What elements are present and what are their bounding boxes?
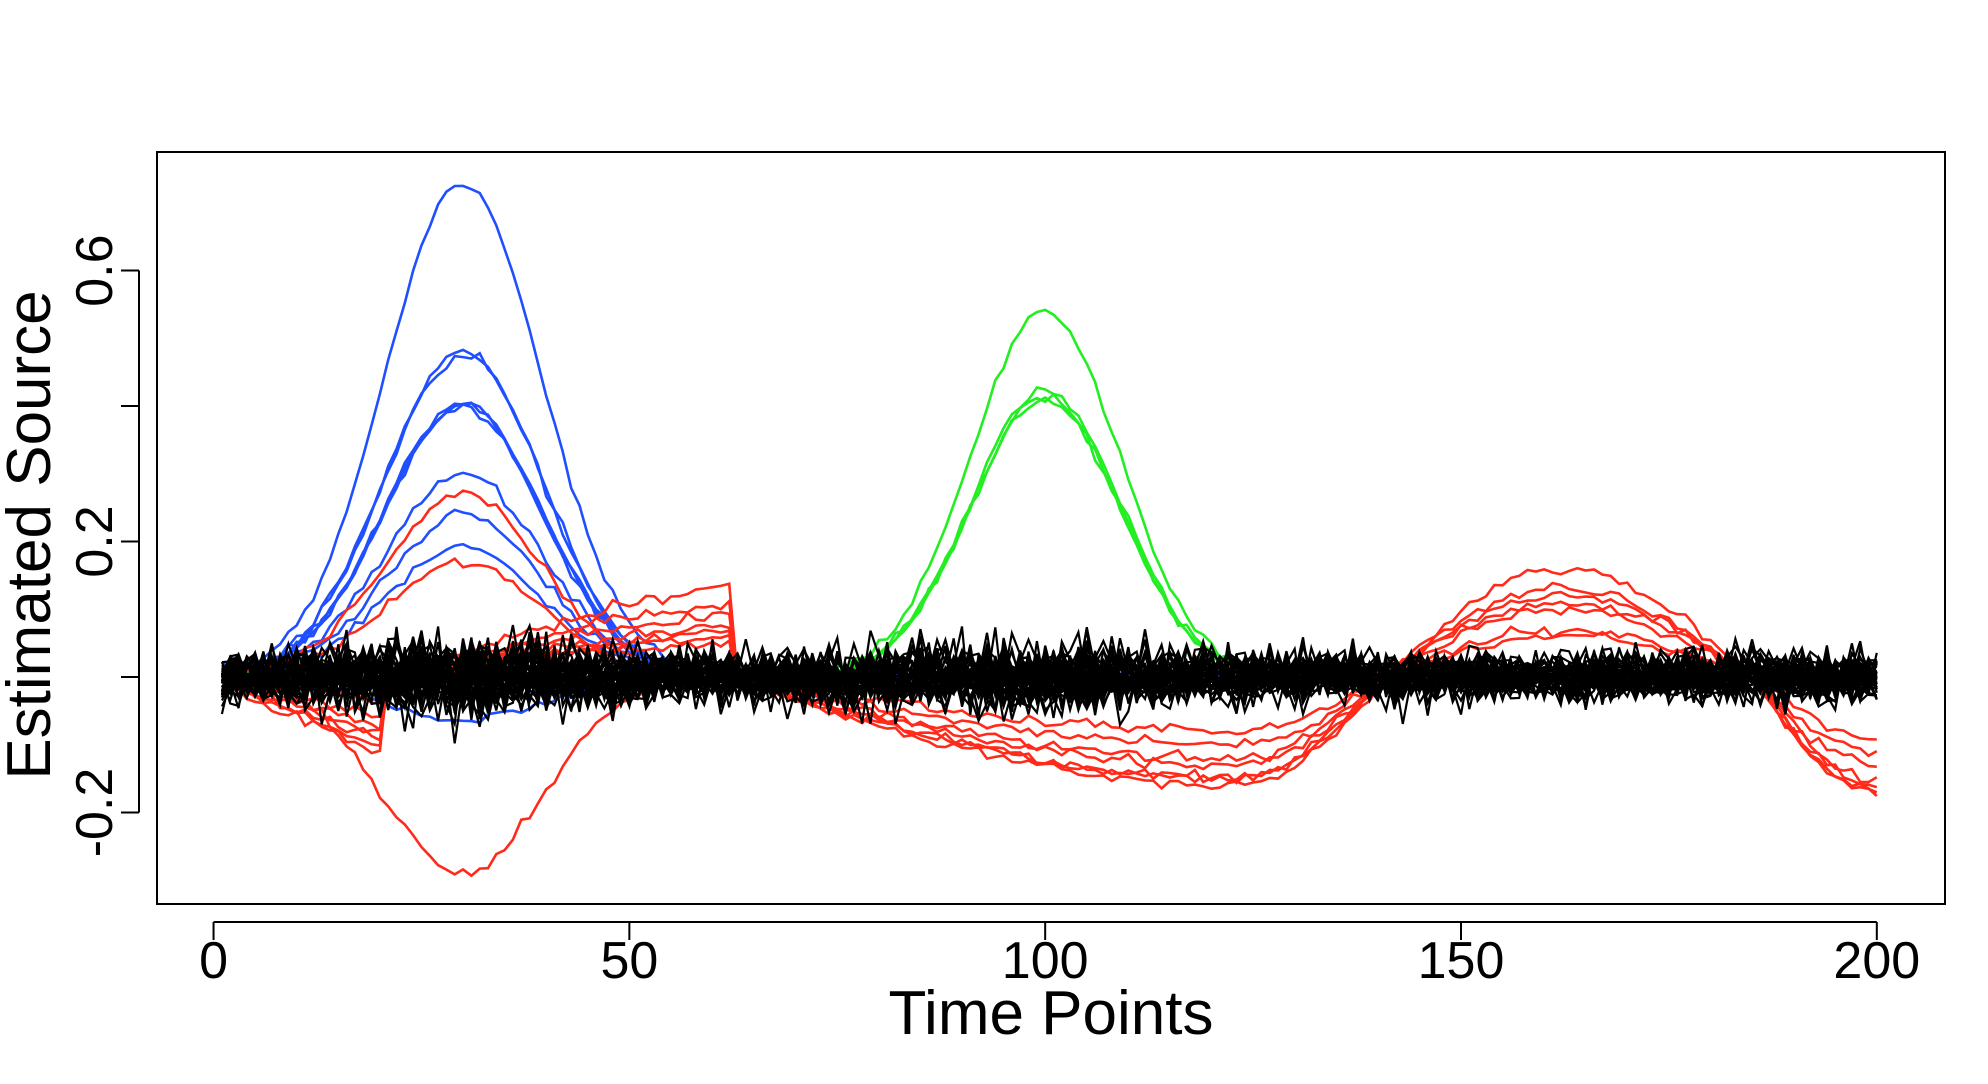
- y-tick-label: -0.2: [66, 768, 124, 858]
- series-layer: [220, 184, 1878, 878]
- y-tick-label: 0.6: [66, 234, 124, 306]
- x-tick-label: 100: [1002, 932, 1089, 990]
- y-axis: -0.2 0.2 0.6: [66, 234, 140, 858]
- series-line-black-59: [220, 635, 1877, 725]
- x-tick-label: 50: [600, 932, 658, 990]
- y-tick-label: 0.2: [66, 505, 124, 577]
- x-axis-label: Time Points: [888, 979, 1213, 1048]
- x-tick-label: 0: [199, 932, 228, 990]
- x-tick-label: 200: [1833, 932, 1920, 990]
- x-tick-label: 150: [1418, 932, 1505, 990]
- plot-frame: [156, 151, 1946, 905]
- series-line-black-63: [220, 635, 1877, 716]
- x-axis: 0 50 100 150 200: [199, 921, 1920, 990]
- series-line-black-62: [221, 637, 1878, 718]
- y-axis-label: Estimated Source: [0, 290, 64, 779]
- series-line-black-45: [220, 631, 1878, 744]
- series-line-black-61: [220, 631, 1877, 715]
